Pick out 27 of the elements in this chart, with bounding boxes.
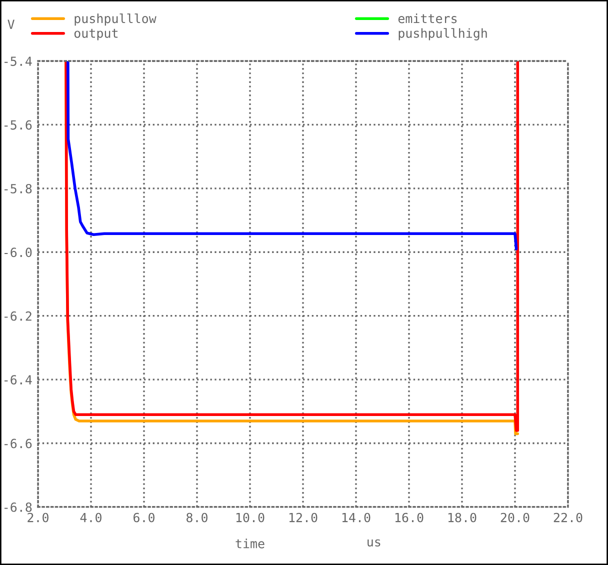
x-tick-label: 4.0 — [80, 512, 102, 522]
y-tick-label: -6.0 — [4, 248, 32, 258]
y-tick-label: -6.2 — [4, 311, 32, 321]
legend-label: emitters — [398, 14, 457, 24]
y-tick-label: -5.4 — [4, 56, 32, 66]
x-tick-label: 12.0 — [289, 512, 318, 522]
y-tick-label: -5.8 — [4, 184, 32, 194]
legend-label: output — [74, 28, 118, 40]
legend-label: pushpulllow — [74, 13, 156, 26]
x-tick-label: 22.0 — [554, 512, 582, 522]
line-series — [66, 61, 518, 250]
x-tick-label: 6.0 — [134, 512, 154, 522]
x-axis-title: time — [236, 538, 264, 548]
x-tick-label: 18.0 — [448, 512, 476, 522]
y-tick-label: -6.8 — [4, 502, 32, 512]
y-axis-title: V — [8, 20, 14, 29]
x-tick-label: 2.0 — [28, 512, 48, 522]
y-tick-label: -6.4 — [4, 375, 32, 385]
text: us — [368, 539, 380, 547]
legend-label: pushpullhigh — [398, 28, 487, 40]
x-tick-label: 10.0 — [236, 512, 264, 522]
y-tick-label: -6.6 — [4, 438, 32, 448]
y-tick-label: -5.6 — [4, 120, 32, 130]
x-tick-label: 8.0 — [186, 512, 208, 522]
x-tick-label: 16.0 — [395, 512, 424, 522]
x-tick-label: 14.0 — [342, 512, 370, 522]
x-tick-label: 20.0 — [500, 512, 530, 522]
